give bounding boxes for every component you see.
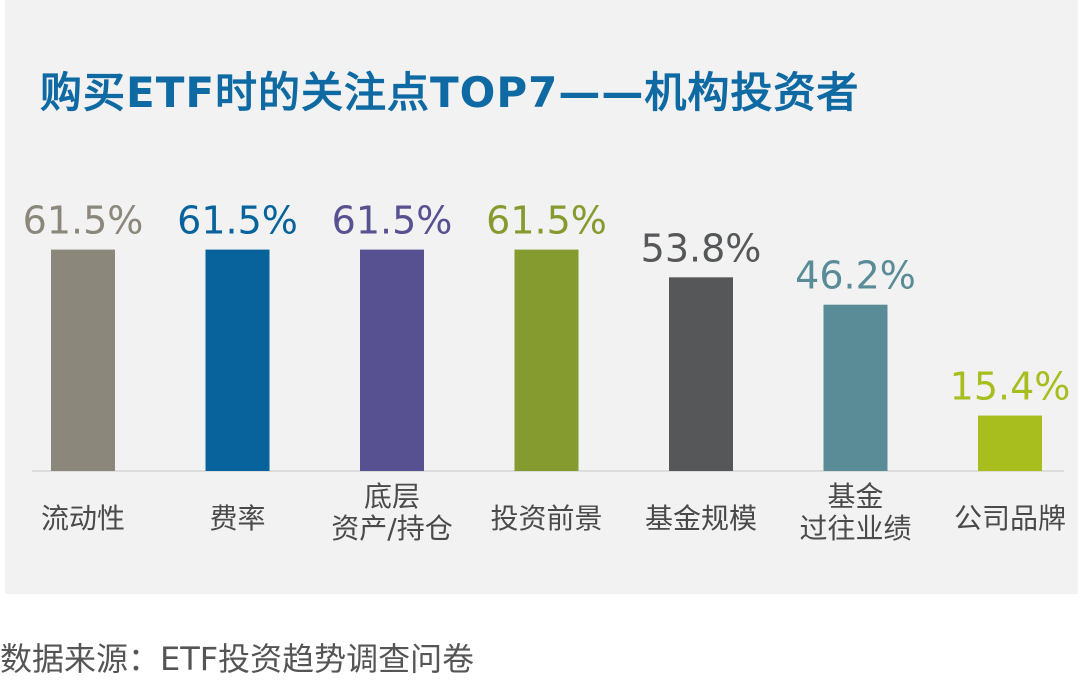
category-label-3-line-1: 底层 (364, 480, 420, 513)
bar-6 (823, 304, 888, 471)
bars-group (51, 249, 1042, 471)
bar-5 (669, 277, 733, 471)
value-label-7: 15.4% (950, 365, 1071, 409)
value-label-4: 61.5% (486, 199, 607, 243)
chart-title: 购买ETF时的关注点TOP7——机构投资者 (40, 68, 860, 117)
bar-4 (514, 249, 579, 471)
category-label-3-line-2: 资产/持仓 (331, 512, 452, 545)
category-label-6-line-2: 过往业绩 (799, 512, 911, 545)
bar-2 (205, 249, 270, 471)
category-label-5: 基金规模 (645, 502, 757, 535)
category-label-1: 流动性 (41, 502, 125, 535)
value-label-5: 53.8% (641, 226, 762, 270)
category-label-2: 费率 (209, 502, 265, 535)
bar-3 (360, 249, 424, 471)
data-source-note: 数据来源：ETF投资趋势调查问卷 (0, 640, 475, 678)
category-label-7: 公司品牌 (954, 502, 1066, 535)
category-label-6-line-1: 基金 (827, 480, 883, 513)
value-label-2: 61.5% (177, 199, 298, 243)
value-labels-group: 61.5% 61.5% 61.5% 61.5% 53.8% 46.2% 15.4% (23, 199, 1071, 409)
value-label-3: 61.5% (332, 199, 453, 243)
value-label-6: 46.2% (795, 254, 916, 298)
value-label-1: 61.5% (23, 199, 144, 243)
bar-7 (978, 415, 1042, 471)
bar-chart: 61.5% 61.5% 61.5% 61.5% 53.8% 46.2% 15.4% 流动性 费… (23, 199, 1071, 545)
category-label-4: 投资前景 (490, 502, 602, 535)
bar-1 (51, 249, 115, 471)
